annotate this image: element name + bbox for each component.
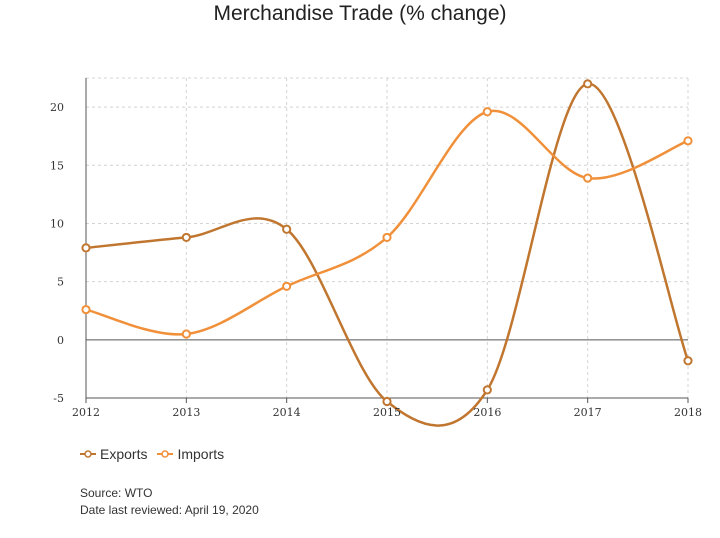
tick-labels: -5 0 5 10 15 20 2012 2013 2014 2015 2016 2017 2018: [50, 101, 702, 419]
x-tick-label: 2018: [674, 406, 702, 419]
series-line-exports: [85, 82, 690, 427]
line-chart: -5 0 5 10 15 20 2012 2013 2014 2015 2016 2017 2018: [50, 77, 702, 427]
data-point-imports[interactable]: [382, 232, 392, 243]
data-point-imports[interactable]: [81, 304, 91, 315]
data-point-exports[interactable]: [81, 243, 91, 253]
data-point-exports[interactable]: [683, 356, 693, 366]
data-point-imports[interactable]: [583, 173, 593, 183]
y-tick-label: 5: [57, 276, 64, 289]
legend-swatch-icon: [80, 450, 96, 458]
y-tick-label: 20: [50, 101, 64, 114]
data-point-exports[interactable]: [282, 224, 292, 234]
source-note: Source: WTO Date last reviewed: April 19…: [80, 485, 259, 519]
data-point-imports[interactable]: [181, 329, 191, 339]
legend-label: Imports: [177, 446, 225, 462]
source-text: Source: WTO: [80, 486, 153, 500]
legend-label: Exports: [100, 446, 148, 462]
chart-title: Merchandise Trade (% change): [213, 2, 507, 25]
y-tick-label: 15: [50, 159, 64, 172]
x-tick-label: 2016: [473, 406, 501, 419]
x-tick-label: 2013: [172, 406, 200, 419]
y-tick-label: 10: [50, 217, 64, 230]
x-tick-label: 2014: [273, 406, 301, 419]
legend-item-exports[interactable]: Exports: [80, 446, 147, 462]
data-point-exports[interactable]: [583, 79, 593, 89]
data-point-exports[interactable]: [181, 232, 191, 243]
data-point-exports[interactable]: [482, 385, 492, 395]
legend-item-imports[interactable]: Imports: [157, 446, 224, 462]
data-point-imports[interactable]: [282, 281, 292, 291]
reviewed-date: Date last reviewed: April 19, 2020: [80, 503, 259, 517]
y-tick-label: 0: [57, 334, 64, 347]
x-tick-label: 2017: [574, 406, 602, 419]
y-tick-label: -5: [53, 392, 64, 405]
series-layer: [81, 79, 693, 427]
legend: Exports Imports: [80, 446, 224, 462]
legend-swatch-icon: [157, 450, 174, 458]
data-point-exports[interactable]: [382, 396, 392, 407]
data-point-imports[interactable]: [683, 136, 693, 146]
data-point-imports[interactable]: [482, 107, 492, 117]
x-tick-label: 2015: [373, 406, 401, 419]
x-tick-label: 2012: [72, 406, 100, 419]
